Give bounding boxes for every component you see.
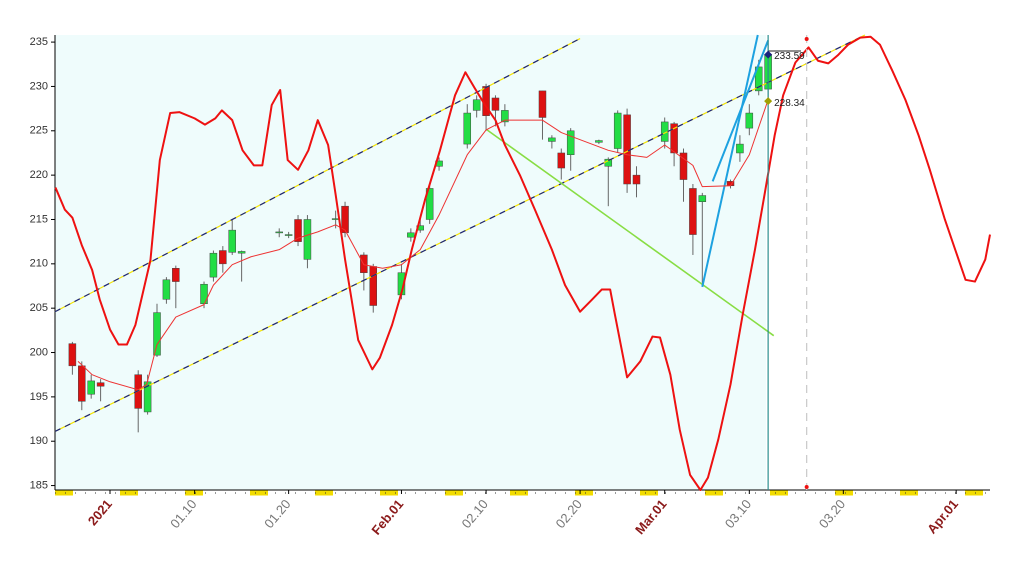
x-tick-label: 2021 xyxy=(85,496,115,528)
x-tick-label: 01.10 xyxy=(167,496,199,531)
x-tick-label: 02.10 xyxy=(459,496,491,531)
candle-body xyxy=(623,114,631,185)
candle-body xyxy=(698,195,707,202)
candle-body xyxy=(407,232,415,238)
overlay-line xyxy=(77,99,769,391)
candle-body xyxy=(341,205,349,234)
candle-body xyxy=(548,137,556,142)
candle-body xyxy=(613,112,622,149)
candle-body xyxy=(689,188,697,235)
candle-body xyxy=(463,112,472,145)
candle-body xyxy=(275,231,283,234)
x-tick-label: 01.20 xyxy=(261,496,293,531)
candle-body xyxy=(501,110,509,123)
vertical-end-dot xyxy=(804,485,809,489)
y-tick-label: 215 xyxy=(30,213,48,225)
candle-body xyxy=(96,382,105,387)
overlay-line xyxy=(486,129,775,337)
y-tick-label: 235 xyxy=(30,36,48,48)
candle-body xyxy=(331,218,340,220)
x-tick-label: Mar.01 xyxy=(632,496,670,537)
y-tick-label: 210 xyxy=(30,258,48,270)
candle-body xyxy=(679,152,688,180)
x-tick-label: 02.20 xyxy=(553,496,585,531)
candle-body xyxy=(200,283,208,304)
y-tick-label: 225 xyxy=(30,125,48,137)
y-tick-label: 205 xyxy=(30,302,48,314)
y-tick-label: 220 xyxy=(30,169,48,181)
candle-body xyxy=(134,374,142,409)
x-tick-label: 03.20 xyxy=(816,496,848,531)
candle-body xyxy=(228,229,236,253)
trend-line-base xyxy=(54,38,581,313)
y-tick-label: 230 xyxy=(30,80,48,92)
candle-body xyxy=(237,251,246,254)
y-tick-label: 185 xyxy=(30,479,48,491)
candle-body xyxy=(595,140,603,143)
candle-body xyxy=(209,252,218,278)
candle-body xyxy=(78,365,86,402)
y-tick-label: 200 xyxy=(30,346,48,358)
candle-body xyxy=(284,234,293,236)
candle-body xyxy=(557,152,566,169)
candle-body xyxy=(87,380,95,395)
candle-body xyxy=(491,97,500,111)
candle-body xyxy=(68,343,77,367)
candle-body xyxy=(736,143,744,154)
annotation-marker xyxy=(764,97,773,106)
candle-body xyxy=(219,250,227,265)
x-tick-label: Apr.01 xyxy=(924,496,961,536)
annotation-label: 228.34 xyxy=(774,98,805,109)
overlay-line xyxy=(54,34,866,433)
candle-body xyxy=(632,174,641,185)
x-tick-label: 03.10 xyxy=(722,496,754,531)
candle-body xyxy=(303,219,312,260)
candle-body xyxy=(294,219,302,242)
candle-body xyxy=(425,188,434,220)
candle-body xyxy=(369,266,377,306)
x-tick-label: Feb.01 xyxy=(368,496,406,537)
candle-body xyxy=(162,279,171,300)
overlay-line xyxy=(711,39,770,182)
annotation-marker xyxy=(764,50,773,59)
y-tick-label: 195 xyxy=(30,391,48,403)
annotation-label: 233.59 xyxy=(774,51,805,62)
vertical-end-dot xyxy=(804,37,809,41)
candle-body xyxy=(153,312,161,356)
candle-body xyxy=(538,90,547,118)
candle-body xyxy=(670,123,678,154)
plot-background xyxy=(55,35,766,490)
overlay-line xyxy=(701,34,759,288)
overlay-line xyxy=(54,35,991,491)
candle-body xyxy=(472,99,481,111)
y-tick-label: 190 xyxy=(30,435,48,447)
candle-body xyxy=(745,112,754,129)
candle-body xyxy=(172,268,180,282)
candle-body xyxy=(566,130,575,155)
